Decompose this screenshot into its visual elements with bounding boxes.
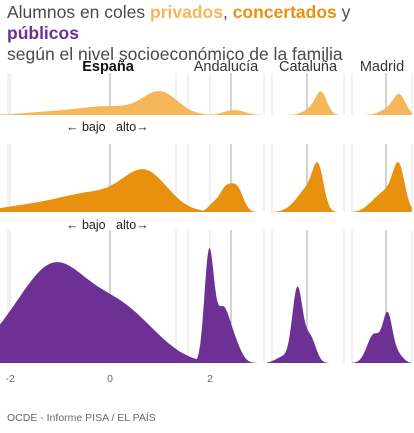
density-concertados-madrid — [351, 162, 412, 212]
region-label-madrid: Madrid — [360, 59, 404, 75]
density-publicos-cataluna — [267, 286, 339, 363]
density-concertados-cataluna — [267, 162, 339, 212]
x-tick-label: 0 — [107, 373, 113, 385]
density-privados-andalucia — [188, 109, 265, 115]
title-sep-1: , — [222, 2, 233, 22]
region-label-espana: España — [82, 59, 135, 75]
density-concertados-andalucia — [188, 183, 265, 212]
density-publicos-andalucia — [188, 248, 265, 363]
density-publicos-madrid — [351, 311, 412, 363]
source-credit: OCDE - Informe PISA / EL PAÍS — [7, 412, 156, 424]
title-privados: privados — [150, 2, 223, 22]
density-privados-espana — [0, 91, 235, 115]
direction-label-high: alto→ — [116, 120, 149, 134]
direction-label-high: alto→ — [116, 218, 149, 232]
title-prefix: Alumnos en coles — [7, 2, 150, 22]
chart-title: Alumnos en coles privados, concertados y… — [7, 2, 411, 65]
density-privados-madrid — [351, 93, 412, 115]
title-subtitle: según el nivel socioeconómico de la fami… — [7, 44, 343, 64]
title-publicos: públicos — [7, 23, 79, 43]
region-label-andalucia: Andalucía — [194, 59, 259, 75]
direction-label-low: ← bajo — [66, 218, 106, 232]
title-sep-2: y — [336, 2, 351, 22]
density-privados-cataluna — [267, 91, 339, 115]
region-label-cataluna: Cataluña — [279, 59, 338, 75]
direction-label-low: ← bajo — [66, 120, 106, 134]
x-tick-label: -2 — [5, 373, 14, 385]
density-publicos-espana — [0, 262, 235, 363]
density-concertados-espana — [0, 169, 235, 212]
x-tick-label: 2 — [207, 373, 213, 385]
title-concertados: concertados — [232, 2, 337, 22]
